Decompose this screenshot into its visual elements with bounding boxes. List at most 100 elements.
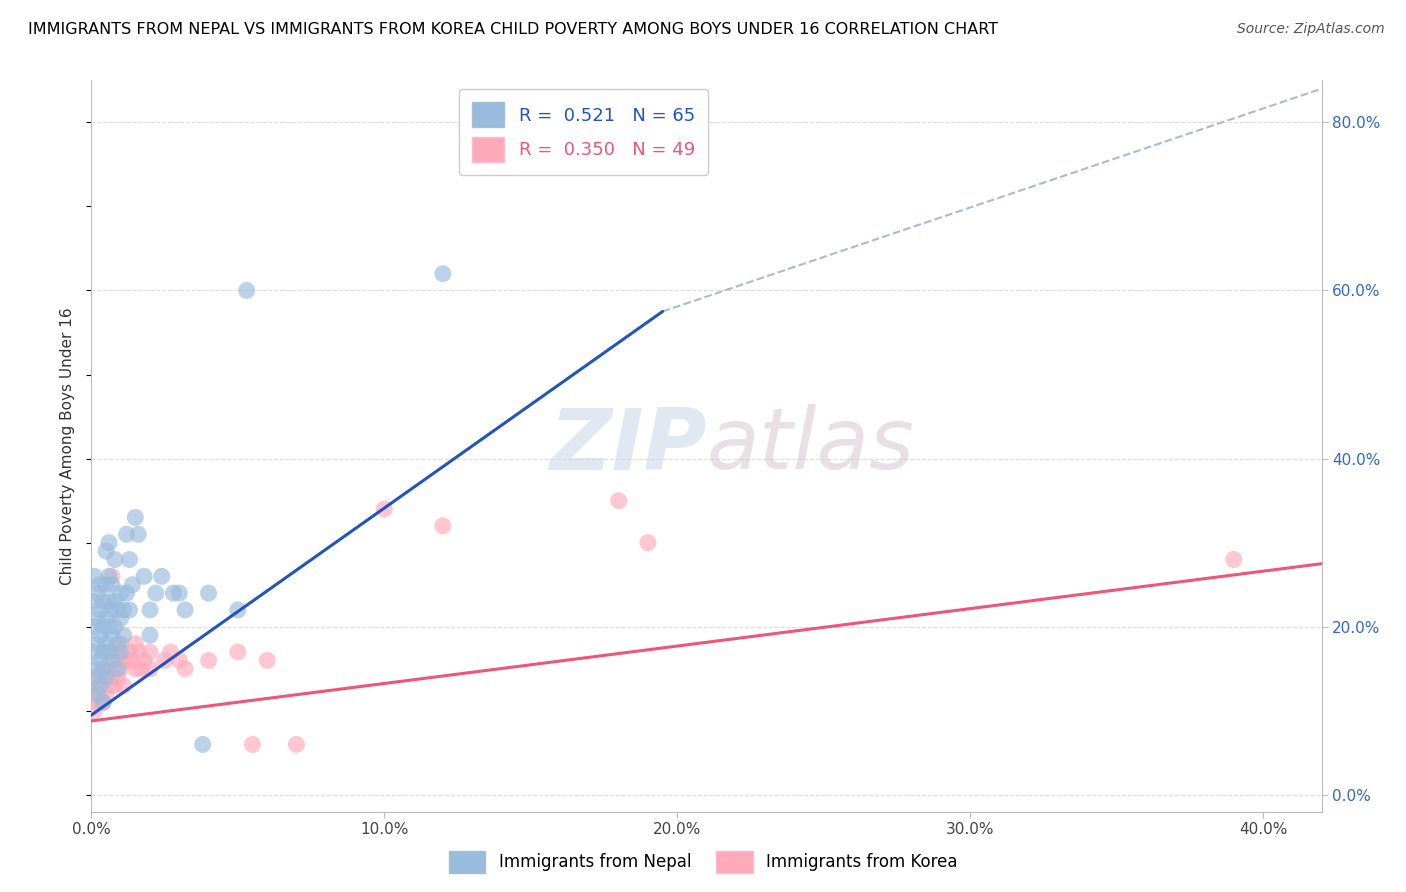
Point [242,738,264,752]
Point [98,645,120,659]
Point [197,653,219,667]
Point [432,519,454,533]
Point [104,620,127,634]
Point [83,704,105,718]
Point [83,645,105,659]
Point [83,594,105,608]
Point [110,645,132,659]
Point [285,738,308,752]
Point [191,738,214,752]
Point [86,687,108,701]
Point [115,586,138,600]
Point [89,670,111,684]
Point [1222,552,1246,566]
Legend: Immigrants from Nepal, Immigrants from Korea: Immigrants from Nepal, Immigrants from K… [441,845,965,880]
Point [101,653,124,667]
Point [174,662,197,676]
Point [637,535,659,549]
Point [86,611,108,625]
Point [112,679,135,693]
Point [112,653,135,667]
Point [94,578,117,592]
Point [91,662,114,676]
Point [101,628,124,642]
Point [94,544,117,558]
Point [98,679,120,693]
Point [107,662,129,676]
Text: Source: ZipAtlas.com: Source: ZipAtlas.com [1237,22,1385,37]
Point [124,510,146,524]
Point [432,267,454,281]
Point [91,594,114,608]
Point [169,586,191,600]
Point [197,586,219,600]
Point [132,569,155,583]
Point [104,552,127,566]
Point [159,645,181,659]
Point [373,502,395,516]
Point [226,603,249,617]
Point [104,594,127,608]
Point [94,670,117,684]
Point [101,569,124,583]
Point [129,662,152,676]
Point [91,695,114,709]
Point [150,569,173,583]
Point [115,527,138,541]
Point [86,662,108,676]
Point [98,594,120,608]
Point [132,653,155,667]
Point [153,653,176,667]
Point [118,603,141,617]
Point [98,569,120,583]
Point [107,636,129,650]
Point [83,569,105,583]
Point [118,645,141,659]
Point [145,586,167,600]
Point [83,687,105,701]
Point [112,628,135,642]
Point [107,603,129,617]
Point [121,578,143,592]
Point [89,679,111,693]
Point [86,695,108,709]
Point [89,653,111,667]
Point [91,620,114,634]
Point [118,552,141,566]
Point [83,670,105,684]
Point [98,620,120,634]
Point [256,653,278,667]
Point [98,662,120,676]
Point [607,493,630,508]
Point [104,653,127,667]
Point [101,578,124,592]
Point [110,636,132,650]
Point [91,662,114,676]
Point [112,603,135,617]
Text: atlas: atlas [706,404,914,488]
Point [86,679,108,693]
Point [94,636,117,650]
Point [127,645,149,659]
Point [110,611,132,625]
Point [86,636,108,650]
Point [124,662,146,676]
Y-axis label: Child Poverty Among Boys Under 16: Child Poverty Among Boys Under 16 [60,307,76,585]
Point [98,645,120,659]
Point [104,679,127,693]
Point [107,645,129,659]
Point [86,586,108,600]
Point [110,662,132,676]
Point [124,636,146,650]
Point [115,653,138,667]
Point [101,603,124,617]
Point [121,653,143,667]
Point [162,586,184,600]
Point [91,645,114,659]
Point [139,603,162,617]
Point [110,586,132,600]
Point [89,578,111,592]
Point [91,695,114,709]
Point [139,645,162,659]
Point [139,628,162,642]
